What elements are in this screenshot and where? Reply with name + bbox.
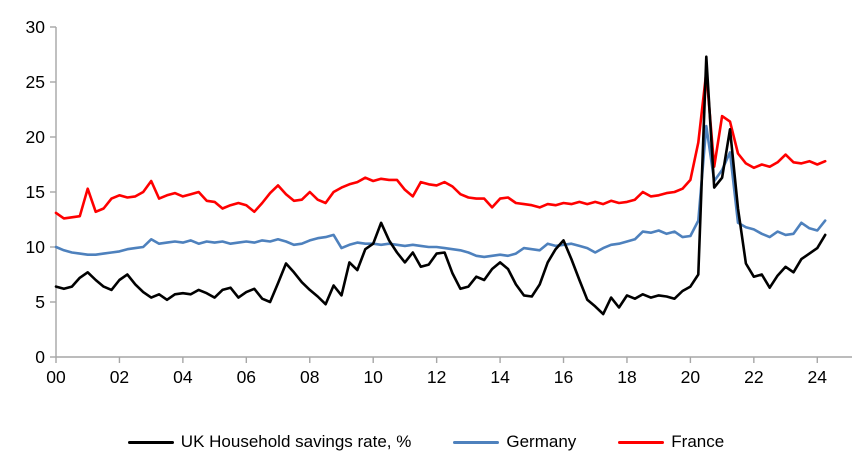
x-tick-label: 16 — [554, 367, 573, 387]
y-tick-label: 5 — [35, 292, 45, 312]
x-tick-label: 04 — [173, 367, 193, 387]
y-tick-label: 0 — [35, 347, 45, 367]
x-tick-label: 02 — [110, 367, 129, 387]
x-tick-label: 18 — [617, 367, 636, 387]
legend-item-france: France — [618, 432, 724, 452]
x-tick-label: 00 — [46, 367, 66, 387]
legend-item-germany: Germany — [453, 432, 576, 452]
legend-item-uk: UK Household savings rate, % — [127, 432, 412, 452]
series-line-germany — [54, 124, 827, 259]
series-line-france — [54, 70, 827, 220]
legend-label-france: France — [671, 432, 725, 451]
germany-line-swatch — [453, 440, 500, 444]
x-tick-label: 12 — [427, 367, 446, 387]
uk-line-swatch — [127, 440, 174, 444]
legend-label-germany: Germany — [506, 432, 577, 451]
x-tick-label: 22 — [744, 367, 763, 387]
legend-label-uk: UK Household savings rate, % — [180, 432, 412, 451]
france-line-swatch — [618, 440, 665, 444]
y-tick-label: 10 — [26, 237, 46, 257]
x-tick-label: 10 — [363, 367, 383, 387]
series-line-uk-household-savings-rate — [54, 55, 827, 316]
x-tick-label: 24 — [808, 367, 828, 387]
x-tick-label: 14 — [490, 367, 510, 387]
y-tick-label: 15 — [26, 182, 45, 202]
y-tick-label: 20 — [26, 127, 46, 147]
y-tick-label: 25 — [26, 72, 45, 92]
x-tick-label: 20 — [681, 367, 701, 387]
plot-area: 0 5 10 15 20 25 30 00 02 04 06 08 10 12 14 16 18 20 22 24 — [26, 17, 852, 387]
x-tick-label: 08 — [300, 367, 319, 387]
chart-legend: UK Household savings rate, % Germany Fra… — [0, 422, 852, 462]
x-tick-label: 06 — [237, 367, 256, 387]
y-tick-label: 30 — [26, 17, 46, 37]
